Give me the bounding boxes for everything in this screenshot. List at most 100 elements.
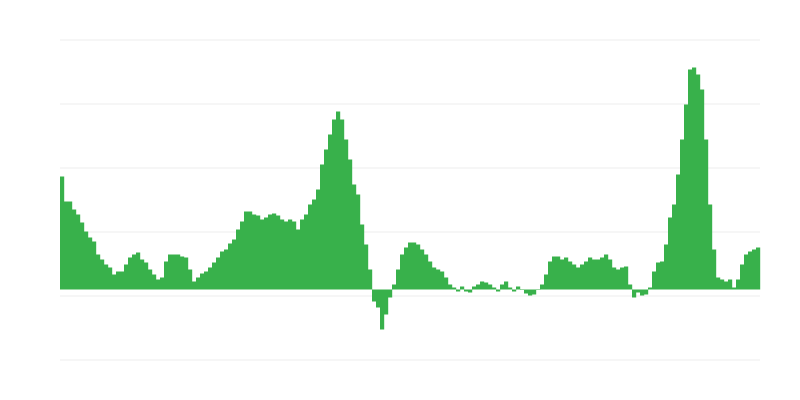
bar-167 bbox=[728, 279, 733, 290]
bar-70 bbox=[340, 119, 345, 290]
bar-27 bbox=[168, 254, 173, 290]
bar-6 bbox=[84, 231, 89, 290]
bar-112 bbox=[508, 287, 513, 290]
bar-33 bbox=[192, 281, 197, 290]
bar-100 bbox=[460, 286, 465, 290]
bar-16 bbox=[124, 264, 129, 290]
bar-80 bbox=[380, 289, 385, 330]
bar-162 bbox=[708, 204, 713, 290]
bar-20 bbox=[140, 259, 145, 290]
bar-36 bbox=[204, 271, 209, 290]
bar-144 bbox=[636, 289, 641, 293]
bar-39 bbox=[216, 257, 221, 290]
bar-53 bbox=[272, 213, 277, 290]
gridlines bbox=[60, 39, 760, 361]
bar-131 bbox=[584, 261, 589, 290]
bar-81 bbox=[384, 289, 389, 315]
bar-127 bbox=[568, 261, 573, 290]
bar-146 bbox=[644, 289, 649, 295]
bar-153 bbox=[672, 204, 677, 290]
bar-1 bbox=[64, 201, 69, 290]
bar-3 bbox=[72, 209, 77, 290]
bar-165 bbox=[720, 279, 725, 290]
bar-48 bbox=[252, 214, 257, 290]
bar-49 bbox=[256, 215, 261, 290]
bar-169 bbox=[736, 279, 741, 290]
bar-122 bbox=[548, 261, 553, 290]
bar-147 bbox=[648, 287, 653, 290]
bar-107 bbox=[488, 284, 493, 290]
bar-129 bbox=[576, 267, 581, 290]
bar-41 bbox=[224, 249, 229, 290]
bar-55 bbox=[280, 219, 285, 290]
bar-57 bbox=[288, 219, 293, 290]
bar-82 bbox=[388, 289, 393, 298]
bar-59 bbox=[296, 229, 301, 290]
bar-44 bbox=[236, 229, 241, 290]
bar-85 bbox=[400, 254, 405, 290]
bar-56 bbox=[284, 221, 289, 290]
bar-106 bbox=[484, 282, 489, 290]
bar-73 bbox=[352, 184, 357, 290]
bar-21 bbox=[144, 262, 149, 290]
bar-0 bbox=[60, 176, 65, 290]
bar-38 bbox=[212, 262, 217, 290]
bar-87 bbox=[408, 242, 413, 290]
bar-66 bbox=[324, 149, 329, 290]
bar-114 bbox=[516, 286, 521, 290]
bar-50 bbox=[260, 219, 265, 290]
bar-137 bbox=[608, 259, 613, 290]
bar-172 bbox=[748, 251, 753, 290]
bar-99 bbox=[456, 289, 461, 292]
bar-28 bbox=[172, 254, 177, 290]
bar-110 bbox=[500, 284, 505, 290]
bar-63 bbox=[312, 199, 317, 290]
bar-158 bbox=[692, 67, 697, 290]
bar-8 bbox=[92, 241, 97, 290]
bar-40 bbox=[220, 251, 225, 290]
bar-113 bbox=[512, 289, 517, 292]
bar-156 bbox=[684, 104, 689, 290]
bar-52 bbox=[268, 214, 273, 290]
bar-77 bbox=[368, 269, 373, 290]
bar-88 bbox=[412, 242, 417, 290]
bar-92 bbox=[428, 261, 433, 290]
bar-161 bbox=[704, 139, 709, 290]
bar-98 bbox=[452, 287, 457, 290]
bar-101 bbox=[464, 289, 469, 292]
bar-11 bbox=[104, 264, 109, 290]
bar-155 bbox=[680, 139, 685, 290]
bar-93 bbox=[432, 267, 437, 290]
bar-65 bbox=[320, 164, 325, 290]
bar-54 bbox=[276, 215, 281, 290]
bar-168 bbox=[732, 287, 737, 290]
bar-135 bbox=[600, 257, 605, 290]
bar-111 bbox=[504, 281, 509, 290]
bar-96 bbox=[444, 277, 449, 290]
bar-124 bbox=[556, 256, 561, 290]
bar-150 bbox=[660, 261, 665, 290]
bar-74 bbox=[356, 194, 361, 290]
bar-134 bbox=[596, 259, 601, 290]
bar-12 bbox=[108, 267, 113, 290]
bar-42 bbox=[228, 243, 233, 290]
bar-121 bbox=[544, 274, 549, 290]
bar-19 bbox=[136, 252, 141, 290]
bar-83 bbox=[392, 284, 397, 290]
bar-125 bbox=[560, 259, 565, 290]
bar-148 bbox=[652, 271, 657, 290]
bar-123 bbox=[552, 256, 557, 290]
bar-7 bbox=[88, 237, 93, 290]
bar-140 bbox=[620, 267, 625, 290]
bar-118 bbox=[532, 289, 537, 295]
bar-154 bbox=[676, 174, 681, 290]
bar-32 bbox=[188, 269, 193, 290]
bar-174 bbox=[756, 247, 761, 290]
bar-91 bbox=[424, 254, 429, 290]
bar-34 bbox=[196, 277, 201, 290]
bar-151 bbox=[664, 244, 669, 290]
bar-67 bbox=[328, 134, 333, 290]
bar-61 bbox=[304, 214, 309, 290]
bar-171 bbox=[744, 254, 749, 290]
bar-159 bbox=[696, 74, 701, 290]
